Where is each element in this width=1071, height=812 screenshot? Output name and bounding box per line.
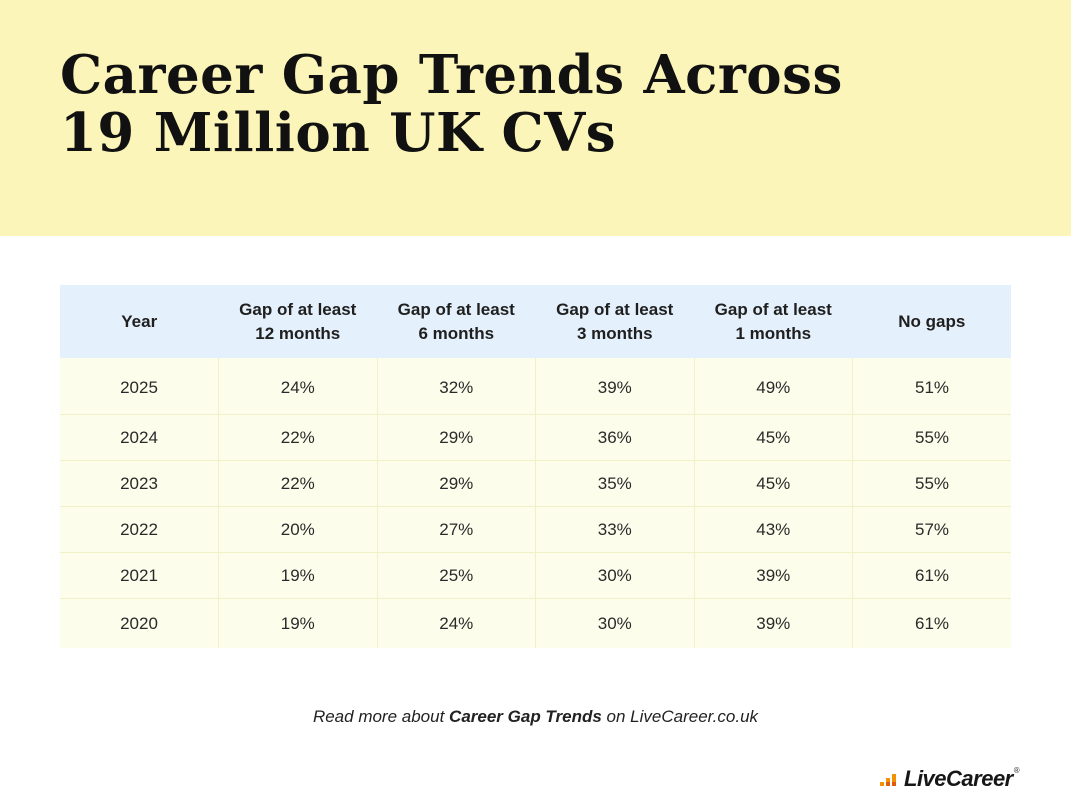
column-header-line: 1 months xyxy=(735,323,812,343)
header-banner: Career Gap Trends Across 19 Million UK C… xyxy=(0,0,1071,236)
bar-chart-icon xyxy=(880,774,896,786)
column-header-line: 12 months xyxy=(255,323,341,343)
value-cell: 29% xyxy=(377,414,536,461)
value-cell: 36% xyxy=(535,414,695,461)
value-cell: 25% xyxy=(377,552,536,599)
year-cell: 2023 xyxy=(60,460,219,507)
column-header-line: Year xyxy=(121,311,158,331)
data-table-container: Year Gap of at least 12 months Gap of at le… xyxy=(60,285,1011,648)
title-line-2: 19 Million UK CVs xyxy=(60,102,617,164)
table-body: 2025 24% 32% 39% 49% 51% 2024 22% 29% 36% 45% 55% 20… xyxy=(60,358,1011,648)
year-cell: 2022 xyxy=(60,506,219,553)
column-header-line: No gaps xyxy=(898,311,966,331)
value-cell: 24% xyxy=(218,358,378,415)
value-cell: 29% xyxy=(377,460,536,507)
table-row: 2023 22% 29% 35% 45% 55% xyxy=(60,460,1011,507)
value-cell: 39% xyxy=(535,358,695,415)
column-header-line: Gap of at least xyxy=(397,299,515,319)
value-cell: 61% xyxy=(852,598,1011,648)
value-cell: 57% xyxy=(852,506,1011,553)
year-cell: 2020 xyxy=(60,598,219,648)
value-cell: 51% xyxy=(852,358,1011,415)
table-header-row: Year Gap of at least 12 months Gap of at le… xyxy=(60,285,1011,358)
column-header-4: Gap of at least 1 months xyxy=(694,285,853,358)
value-cell: 19% xyxy=(218,552,378,599)
column-header-line: Gap of at least xyxy=(239,299,357,319)
page-title: Career Gap Trends Across 19 Million UK C… xyxy=(60,46,843,162)
column-header-3: Gap of at least 3 months xyxy=(535,285,694,358)
table-row: 2020 19% 24% 30% 39% 61% xyxy=(60,598,1011,648)
value-cell: 20% xyxy=(218,506,378,553)
value-cell: 19% xyxy=(218,598,378,648)
value-cell: 55% xyxy=(852,460,1011,507)
table-row: 2022 20% 27% 33% 43% 57% xyxy=(60,506,1011,553)
table-row: 2021 19% 25% 30% 39% 61% xyxy=(60,552,1011,599)
value-cell: 24% xyxy=(377,598,536,648)
career-gap-table: Year Gap of at least 12 months Gap of at le… xyxy=(60,285,1011,648)
column-header-line: Gap of at least xyxy=(556,299,674,319)
value-cell: 45% xyxy=(694,414,853,461)
value-cell: 45% xyxy=(694,460,853,507)
read-more-suffix: on LiveCareer.co.uk xyxy=(601,707,759,726)
table-row: 2024 22% 29% 36% 45% 55% xyxy=(60,414,1011,461)
value-cell: 43% xyxy=(694,506,853,553)
read-more-prefix: Read more about xyxy=(312,707,450,726)
logo-text: LiveCareer® xyxy=(904,766,1020,792)
column-header-line: Gap of at least xyxy=(714,299,832,319)
livecareer-logo: LiveCareer® xyxy=(880,765,1020,793)
value-cell: 22% xyxy=(218,460,378,507)
column-header-5: No gaps xyxy=(852,285,1011,358)
read-more-note: Read more about Career Gap Trends on Liv… xyxy=(0,707,1071,727)
value-cell: 32% xyxy=(377,358,536,415)
value-cell: 61% xyxy=(852,552,1011,599)
year-cell: 2021 xyxy=(60,552,219,599)
value-cell: 35% xyxy=(535,460,695,507)
value-cell: 55% xyxy=(852,414,1011,461)
year-cell: 2025 xyxy=(60,358,219,415)
read-more-link-text: Career Gap Trends xyxy=(449,707,602,726)
column-header-line: 3 months xyxy=(576,323,653,343)
value-cell: 49% xyxy=(694,358,853,415)
year-cell: 2024 xyxy=(60,414,219,461)
value-cell: 33% xyxy=(535,506,695,553)
logo-registered-mark: ® xyxy=(1013,766,1020,775)
value-cell: 30% xyxy=(535,552,695,599)
logo-wordmark: LiveCareer xyxy=(904,766,1013,791)
value-cell: 22% xyxy=(218,414,378,461)
column-header-line: 6 months xyxy=(418,323,495,343)
value-cell: 27% xyxy=(377,506,536,553)
column-header-2: Gap of at least 6 months xyxy=(377,285,536,358)
column-header-1: Gap of at least 12 months xyxy=(218,285,377,358)
value-cell: 30% xyxy=(535,598,695,648)
value-cell: 39% xyxy=(694,552,853,599)
table-row: 2025 24% 32% 39% 49% 51% xyxy=(60,358,1011,415)
value-cell: 39% xyxy=(694,598,853,648)
title-line-1: Career Gap Trends Across xyxy=(60,44,843,106)
column-header-0: Year xyxy=(60,285,219,358)
